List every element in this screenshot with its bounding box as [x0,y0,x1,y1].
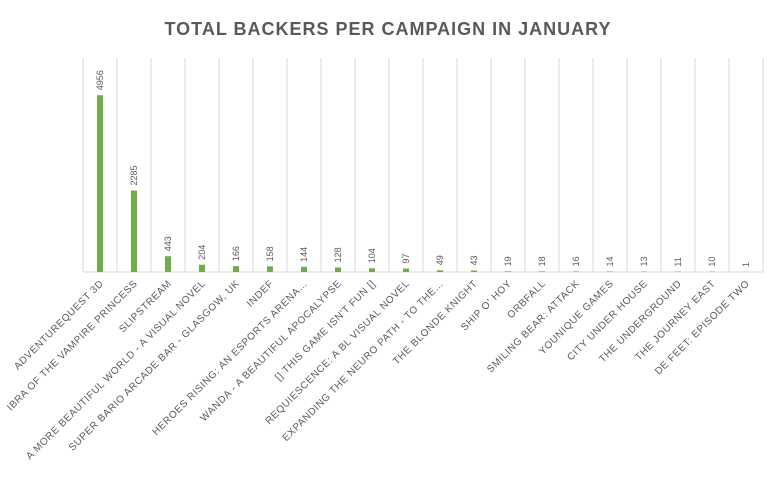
bar [335,267,341,272]
data-label: 19 [503,256,513,266]
data-label: 11 [673,257,683,266]
x-tick-label: HEROES RISING: AN ESPORTS ARENA… [151,278,311,438]
data-label: 2285 [129,165,139,185]
data-label: 1 [741,262,751,267]
data-label: 43 [469,255,479,265]
data-label: 10 [707,257,717,267]
data-label: 4956 [95,70,105,90]
data-label: 166 [231,246,241,261]
data-label: 158 [265,246,275,261]
x-tick-label: INDEF [245,278,276,309]
bar [267,266,273,272]
bar [505,271,511,272]
data-label: 97 [401,254,411,264]
bar [369,268,375,272]
data-label: 16 [571,256,581,266]
bar [131,190,137,272]
data-label: 13 [639,257,649,267]
data-label: 18 [537,256,547,266]
data-label: 104 [367,248,377,263]
bar [471,270,477,272]
data-label: 443 [163,236,173,251]
bar [301,266,307,272]
bar [573,271,579,272]
data-label: 144 [299,247,309,262]
bar [437,270,443,272]
data-label: 204 [197,245,207,260]
x-tick-label: EXPANDING THE NEURO PATH - TO THE… [281,278,446,443]
bar [165,256,171,272]
bar [199,264,205,272]
bar [233,266,239,272]
bar [97,95,103,273]
data-label: 49 [435,255,445,265]
bar [539,271,545,272]
bar [403,268,409,272]
data-label: 128 [333,247,343,262]
data-label: 14 [605,256,615,266]
chart-title: TOTAL BACKERS PER CAMPAIGN IN JANUARY [164,19,611,39]
